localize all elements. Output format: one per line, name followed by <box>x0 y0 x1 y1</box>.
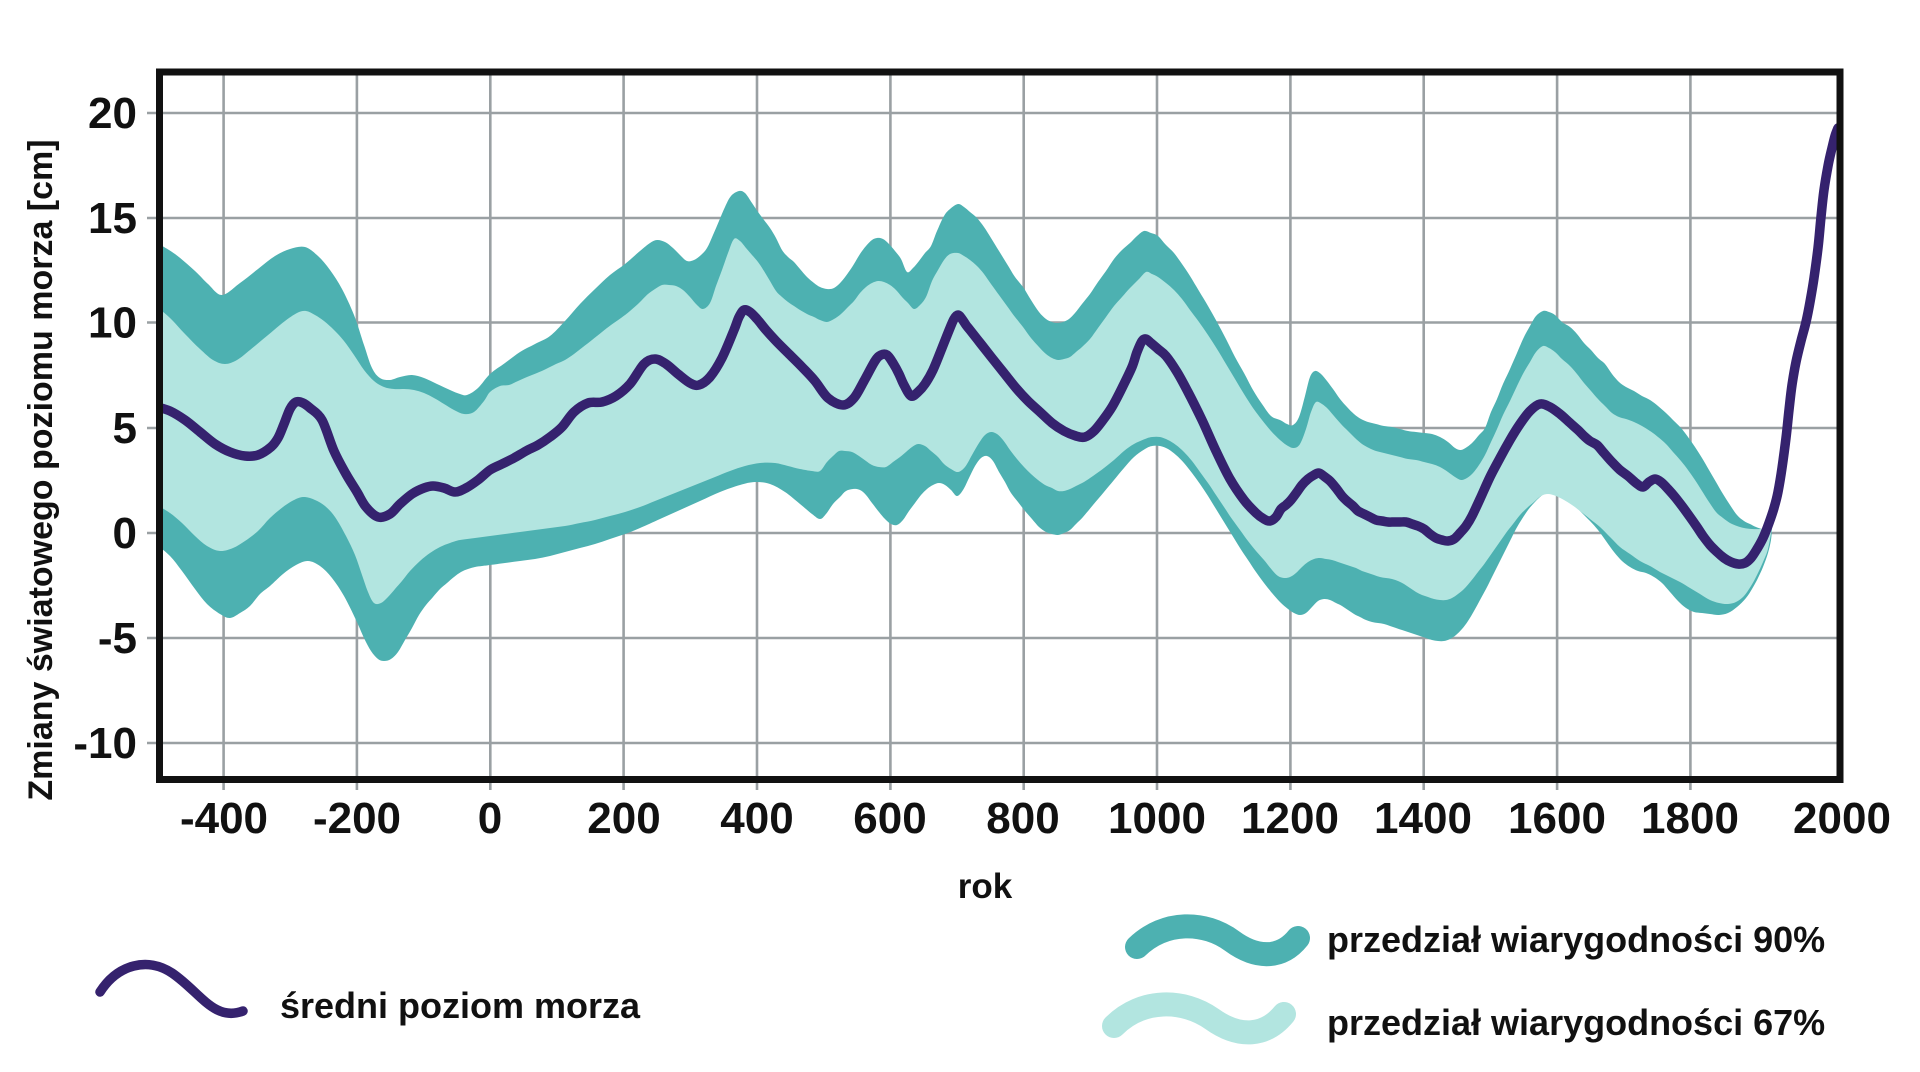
svg-text:200: 200 <box>587 794 660 843</box>
svg-text:Zmiany światowego poziomu morz: Zmiany światowego poziomu morza [cm] <box>22 139 60 800</box>
svg-text:przedział wiarygodności 67%: przedział wiarygodności 67% <box>1327 1002 1825 1043</box>
svg-text:1000: 1000 <box>1108 794 1206 843</box>
svg-text:1800: 1800 <box>1641 794 1739 843</box>
svg-text:-200: -200 <box>313 794 401 843</box>
svg-text:0: 0 <box>113 509 137 558</box>
svg-text:średni poziom morza: średni poziom morza <box>280 985 641 1026</box>
svg-text:600: 600 <box>853 794 926 843</box>
svg-text:rok: rok <box>958 867 1013 906</box>
svg-text:2000: 2000 <box>1793 794 1891 843</box>
svg-text:przedział wiarygodności 90%: przedział wiarygodności 90% <box>1327 919 1825 960</box>
svg-text:10: 10 <box>88 299 137 348</box>
svg-text:15: 15 <box>88 194 137 243</box>
svg-text:-400: -400 <box>180 794 268 843</box>
svg-text:20: 20 <box>88 89 137 138</box>
svg-text:-5: -5 <box>98 614 137 663</box>
svg-text:0: 0 <box>478 794 502 843</box>
svg-text:1600: 1600 <box>1508 794 1606 843</box>
svg-text:5: 5 <box>113 404 137 453</box>
svg-text:800: 800 <box>986 794 1059 843</box>
svg-text:1400: 1400 <box>1374 794 1472 843</box>
svg-text:400: 400 <box>720 794 793 843</box>
svg-text:1200: 1200 <box>1241 794 1339 843</box>
svg-text:-10: -10 <box>73 719 137 768</box>
